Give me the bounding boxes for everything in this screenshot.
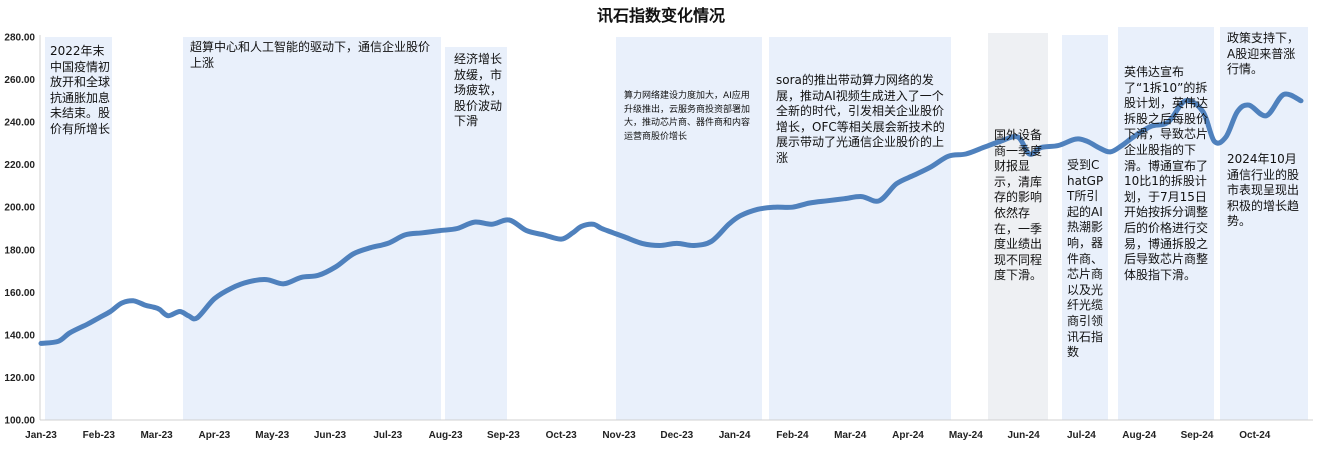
annotation-band-1	[45, 37, 112, 420]
annotation-text-7: 受到ChatGPT所引起的AI热潮影响，器件商、芯片商以及光纤光缆商引领讯石指数	[1067, 158, 1104, 360]
y-tick-label: 240.00	[4, 118, 35, 129]
x-tick-label: Sep-24	[1181, 430, 1214, 441]
index-series-line	[38, 91, 1304, 346]
annotation-text-10: 2024年10月通信行业的股市表现呈现出积极的增长趋势。	[1227, 152, 1300, 229]
x-tick-label: Jan-23	[25, 430, 57, 441]
y-tick-label: 160.00	[4, 288, 35, 299]
x-tick-label: Jan-24	[719, 430, 751, 441]
x-tick-label: Feb-23	[83, 430, 116, 441]
x-tick-label: Oct-24	[1239, 430, 1271, 441]
annotation-text-4: 算力网络建设力度加大，AI应用升级推出，云服务商投资部署加大，推动芯片商、器件商…	[624, 91, 751, 142]
x-tick-label: Sep-23	[487, 430, 520, 441]
annotation-band-6	[988, 33, 1048, 420]
x-tick-label: Nov-23	[602, 430, 636, 441]
x-tick-label: Aug-24	[1122, 430, 1156, 441]
annotation-text-2: 超算中心和人工智能的驱动下，通信企业股价上涨	[190, 40, 431, 70]
x-tick-label: Jun-24	[1007, 430, 1040, 441]
x-tick-label: Mar-24	[834, 430, 867, 441]
y-tick-label: 200.00	[4, 203, 35, 214]
y-tick-label: 180.00	[4, 245, 35, 256]
x-tick-label: Feb-24	[776, 430, 809, 441]
x-tick-label: Aug-23	[429, 430, 463, 441]
annotation-text-8: 英伟达宣布了“1拆10”的拆股计划，英伟达拆股之后每股价下滑，导致芯片企业股指的…	[1124, 65, 1209, 282]
y-tick-label: 100.00	[4, 416, 35, 427]
x-tick-label: Jul-23	[373, 430, 402, 441]
x-tick-label: May-23	[255, 430, 289, 441]
annotation-band-3	[445, 47, 507, 420]
annotation-band-2	[183, 37, 441, 420]
chart-title: 讯石指数变化情况	[597, 6, 725, 25]
x-tick-label: Oct-23	[546, 430, 578, 441]
annotation-band-7	[1062, 35, 1108, 420]
annotation-band-9	[1220, 27, 1308, 420]
y-tick-label: 140.00	[4, 330, 35, 341]
x-tick-label: Jul-24	[1067, 430, 1096, 441]
annotation-text-3: 经济增长放缓，市场疲软，股价波动下滑	[454, 52, 503, 129]
annotation-band-4	[616, 37, 762, 420]
y-tick-label: 280.00	[4, 33, 35, 44]
annotation-text-5: sora的推出带动算力网络的发展，推动AI视频生成进入了一个全新的时代，引发相关…	[776, 73, 945, 165]
x-tick-label: Jun-23	[314, 430, 347, 441]
y-tick-label: 260.00	[4, 75, 35, 86]
x-tick-label: Mar-23	[140, 430, 173, 441]
annotation-band-8	[1118, 27, 1214, 420]
x-tick-label: Apr-23	[199, 430, 231, 441]
x-tick-label: Dec-23	[660, 430, 693, 441]
annotation-text-1: 2022年末中国疫情初放开和全球抗通胀加息未结束。股价有所增长	[50, 44, 111, 136]
annotation-text-6: 国外设备商一季度财报显示，清库存的影响依然存在，一季度业绩出现不同程度下滑。	[994, 128, 1043, 283]
y-tick-label: 220.00	[4, 160, 35, 171]
annotation-band-5	[769, 37, 951, 420]
annotation-text-9: 政策支持下，A股迎来普涨行情。	[1227, 31, 1300, 77]
y-tick-label: 120.00	[4, 373, 35, 384]
x-tick-label: Apr-24	[892, 430, 924, 441]
x-tick-label: May-24	[949, 430, 983, 441]
